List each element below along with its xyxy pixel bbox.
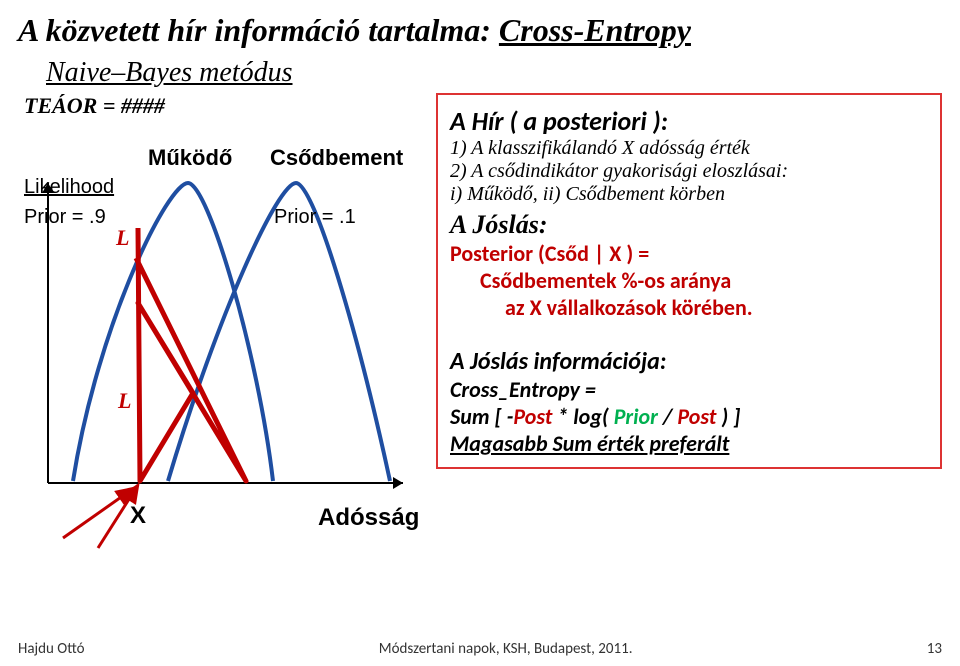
sum-line: Sum [ -Post * log( Prior / Post ) ]	[450, 403, 928, 430]
posterior-line2: Csődbementek %-os aránya	[480, 267, 928, 294]
slide-title: A közvetett hír információ tartalma: Cro…	[18, 12, 942, 49]
chart-svg: L L Likelihood Működő Csődbement Prior = .9 Pr…	[18, 123, 418, 553]
svg-text:X: X	[130, 502, 146, 529]
svg-text:Prior = .9: Prior = .9	[24, 206, 106, 228]
bayes-chart: L L Likelihood Működő Csődbement Prior = .9 Pr…	[18, 123, 418, 553]
footer-center: Módszertani napok, KSH, Budapest, 2011.	[379, 640, 633, 658]
right-column: A Hír ( a posteriori ): 1) A klasszifiká…	[436, 93, 942, 553]
info-box: A Hír ( a posteriori ): 1) A klasszifiká…	[436, 93, 942, 469]
svg-text:Likelihood: Likelihood	[24, 176, 114, 198]
hir-line1: 1) A klasszifikálandó X adósság érték	[450, 137, 928, 160]
footer-left: Hajdu Ottó	[18, 640, 84, 658]
magasabb-line: Magasabb Sum érték preferált	[450, 430, 928, 457]
slide-footer: Hajdu Ottó Módszertani napok, KSH, Budap…	[18, 640, 942, 658]
left-column: TEÁOR = #### L L Likelihood Működő Csődbemen…	[18, 93, 418, 553]
info-heading: A Jóslás információja:	[450, 347, 928, 376]
cross-entropy-line: Cross_Entropy =	[450, 376, 928, 403]
joslas-heading: A Jóslás:	[450, 210, 928, 240]
svg-text:Adósság: Adósság	[318, 504, 418, 531]
teaor-label: TEÁOR = ####	[24, 93, 418, 119]
svg-text:Prior = .1: Prior = .1	[274, 206, 356, 228]
hir-line2: 2) A csődindikátor gyakorisági eloszlása…	[450, 160, 928, 183]
svg-text:L: L	[117, 388, 131, 413]
footer-right: 13	[927, 640, 942, 658]
posterior-line: Posterior (Csőd | X ) =	[450, 240, 928, 267]
svg-text:Működő: Működő	[148, 145, 232, 170]
title-part1: A közvetett hír információ tartalma:	[18, 12, 499, 48]
posterior-line3: az X vállalkozások körében.	[505, 294, 928, 321]
svg-text:Csődbement: Csődbement	[270, 145, 404, 170]
title-underlined: Cross-Entropy	[499, 12, 691, 48]
svg-text:L: L	[115, 225, 129, 250]
hir-line2b: i) Működő, ii) Csődbement körben	[450, 183, 928, 206]
hir-heading: A Hír ( a posteriori ):	[450, 105, 928, 137]
slide-subtitle: Naive–Bayes metódus	[46, 57, 942, 89]
